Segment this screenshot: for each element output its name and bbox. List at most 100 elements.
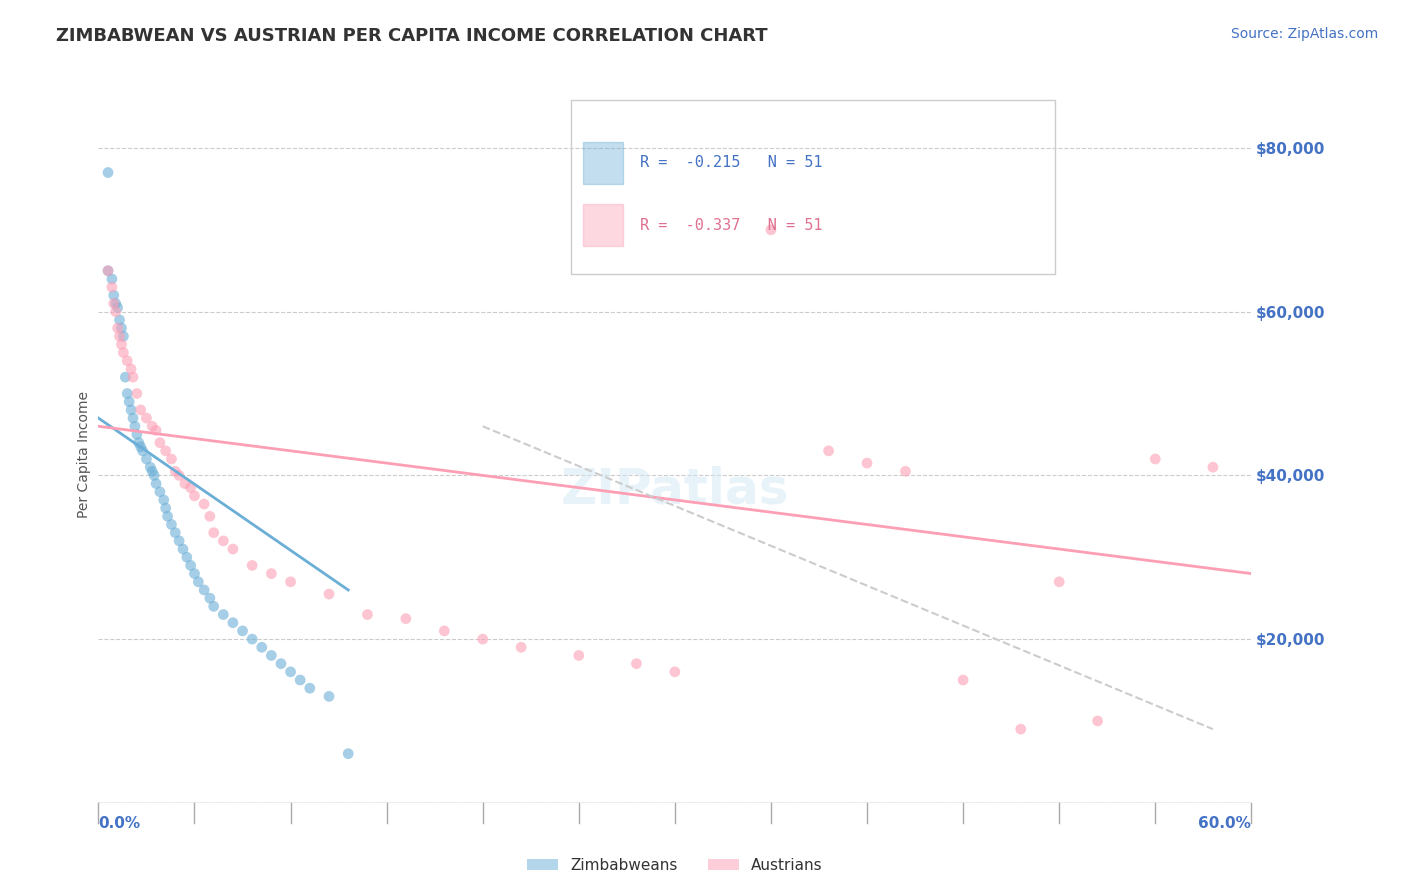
Point xyxy=(156,509,179,524)
Point xyxy=(135,452,157,467)
Point xyxy=(568,648,591,663)
Point xyxy=(318,587,340,601)
Point xyxy=(125,386,148,401)
Point xyxy=(110,321,132,335)
FancyBboxPatch shape xyxy=(582,142,623,184)
Point xyxy=(180,558,202,573)
Point xyxy=(260,648,283,663)
Point xyxy=(112,329,135,343)
Point xyxy=(118,394,141,409)
Point xyxy=(143,468,166,483)
Point xyxy=(139,460,162,475)
Point xyxy=(155,443,177,458)
Point xyxy=(193,497,215,511)
Point xyxy=(112,345,135,359)
Point xyxy=(110,337,132,351)
Point xyxy=(122,411,145,425)
Point xyxy=(122,370,145,384)
Point xyxy=(180,481,202,495)
Point xyxy=(202,599,225,614)
Point xyxy=(856,456,879,470)
Point xyxy=(759,223,782,237)
Point xyxy=(270,657,292,671)
Legend: Zimbabweans, Austrians: Zimbabweans, Austrians xyxy=(522,852,828,879)
Point xyxy=(174,476,197,491)
Point xyxy=(817,443,839,458)
Point xyxy=(280,574,302,589)
Point xyxy=(120,403,142,417)
Text: ZIPatlas: ZIPatlas xyxy=(561,466,789,514)
Point xyxy=(187,574,209,589)
Point xyxy=(1202,460,1225,475)
Point xyxy=(108,329,131,343)
Point xyxy=(165,525,187,540)
Point xyxy=(124,419,146,434)
Point xyxy=(250,640,273,655)
Point xyxy=(510,640,533,655)
Text: R =  -0.215   N = 51: R = -0.215 N = 51 xyxy=(640,155,823,170)
Point xyxy=(395,612,418,626)
Point xyxy=(97,165,120,179)
Point xyxy=(101,280,124,294)
Point xyxy=(131,443,153,458)
Point xyxy=(120,362,142,376)
Point xyxy=(298,681,321,696)
Text: 60.0%: 60.0% xyxy=(1198,816,1251,831)
Point xyxy=(152,492,174,507)
Point xyxy=(114,370,136,384)
Point xyxy=(135,411,157,425)
Point xyxy=(165,464,187,478)
Point xyxy=(318,690,340,704)
Point xyxy=(155,501,177,516)
Point xyxy=(145,476,167,491)
Point xyxy=(198,509,221,524)
Point xyxy=(260,566,283,581)
Point xyxy=(129,403,152,417)
Point xyxy=(1010,722,1032,736)
Y-axis label: Per Capita Income: Per Capita Income xyxy=(77,392,91,518)
Point xyxy=(337,747,360,761)
Point xyxy=(231,624,254,638)
Point xyxy=(471,632,494,646)
Point xyxy=(198,591,221,606)
Point xyxy=(193,582,215,597)
Point xyxy=(149,484,172,499)
Point xyxy=(160,452,183,467)
Point xyxy=(212,607,235,622)
Point xyxy=(128,435,150,450)
Point xyxy=(117,386,139,401)
Point xyxy=(183,489,205,503)
Text: 0.0%: 0.0% xyxy=(98,816,141,831)
Point xyxy=(202,525,225,540)
Point xyxy=(1144,452,1167,467)
Point xyxy=(222,542,245,557)
Point xyxy=(103,288,125,302)
Point xyxy=(176,550,198,565)
Point xyxy=(107,321,129,335)
Point xyxy=(240,632,263,646)
Text: R =  -0.337   N = 51: R = -0.337 N = 51 xyxy=(640,218,823,233)
Point xyxy=(433,624,456,638)
Point xyxy=(222,615,245,630)
Point xyxy=(97,264,120,278)
Point xyxy=(212,533,235,548)
Point xyxy=(97,264,120,278)
Point xyxy=(103,296,125,310)
Point xyxy=(160,517,183,532)
Point xyxy=(1087,714,1109,728)
Point xyxy=(626,657,648,671)
Point xyxy=(101,272,124,286)
FancyBboxPatch shape xyxy=(582,204,623,246)
Point xyxy=(952,673,974,687)
Point xyxy=(141,464,163,478)
Point xyxy=(129,440,152,454)
Text: ZIMBABWEAN VS AUSTRIAN PER CAPITA INCOME CORRELATION CHART: ZIMBABWEAN VS AUSTRIAN PER CAPITA INCOME… xyxy=(56,27,768,45)
Point xyxy=(149,435,172,450)
Point xyxy=(280,665,302,679)
Point xyxy=(141,419,163,434)
Point xyxy=(172,542,194,557)
Point xyxy=(167,533,190,548)
Point xyxy=(167,468,190,483)
Point xyxy=(104,304,127,318)
Point xyxy=(117,353,139,368)
